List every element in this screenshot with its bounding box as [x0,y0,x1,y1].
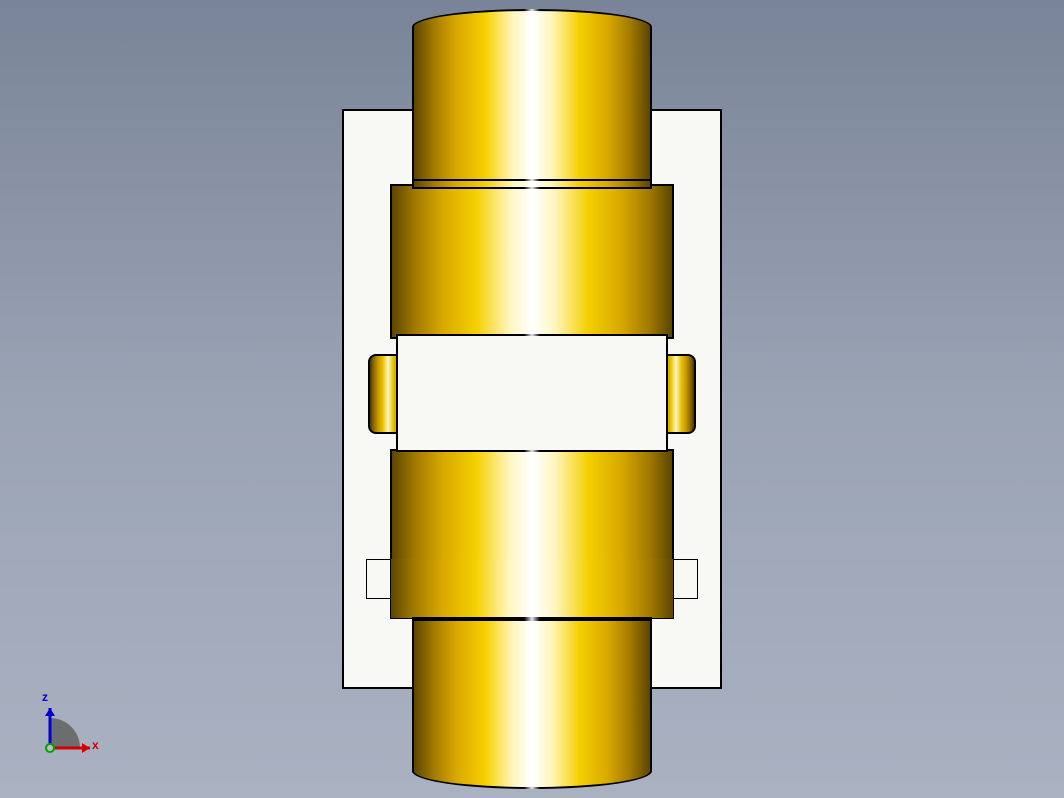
cap-bottom-junction-line [412,619,652,621]
triad-shadow [50,718,80,748]
axis-z-label: z [42,690,48,704]
cylinder-segment-lower-continue [390,559,674,619]
cylinder-cap-top [412,9,652,189]
axis-z-arrow [45,708,55,716]
cylinder-cap-bottom [412,617,652,789]
crossbar-block-overlay [398,336,666,450]
cap-top-junction-line [412,179,652,181]
cylinder-segment-upper [390,184,674,339]
view-orientation-triad[interactable]: x z [30,688,110,768]
cad-viewport[interactable]: x z [0,0,1064,798]
axis-x-label: x [92,738,99,752]
axis-x-arrow [82,743,90,753]
triad-origin-sphere [47,745,53,751]
model-assembly[interactable] [312,9,752,789]
